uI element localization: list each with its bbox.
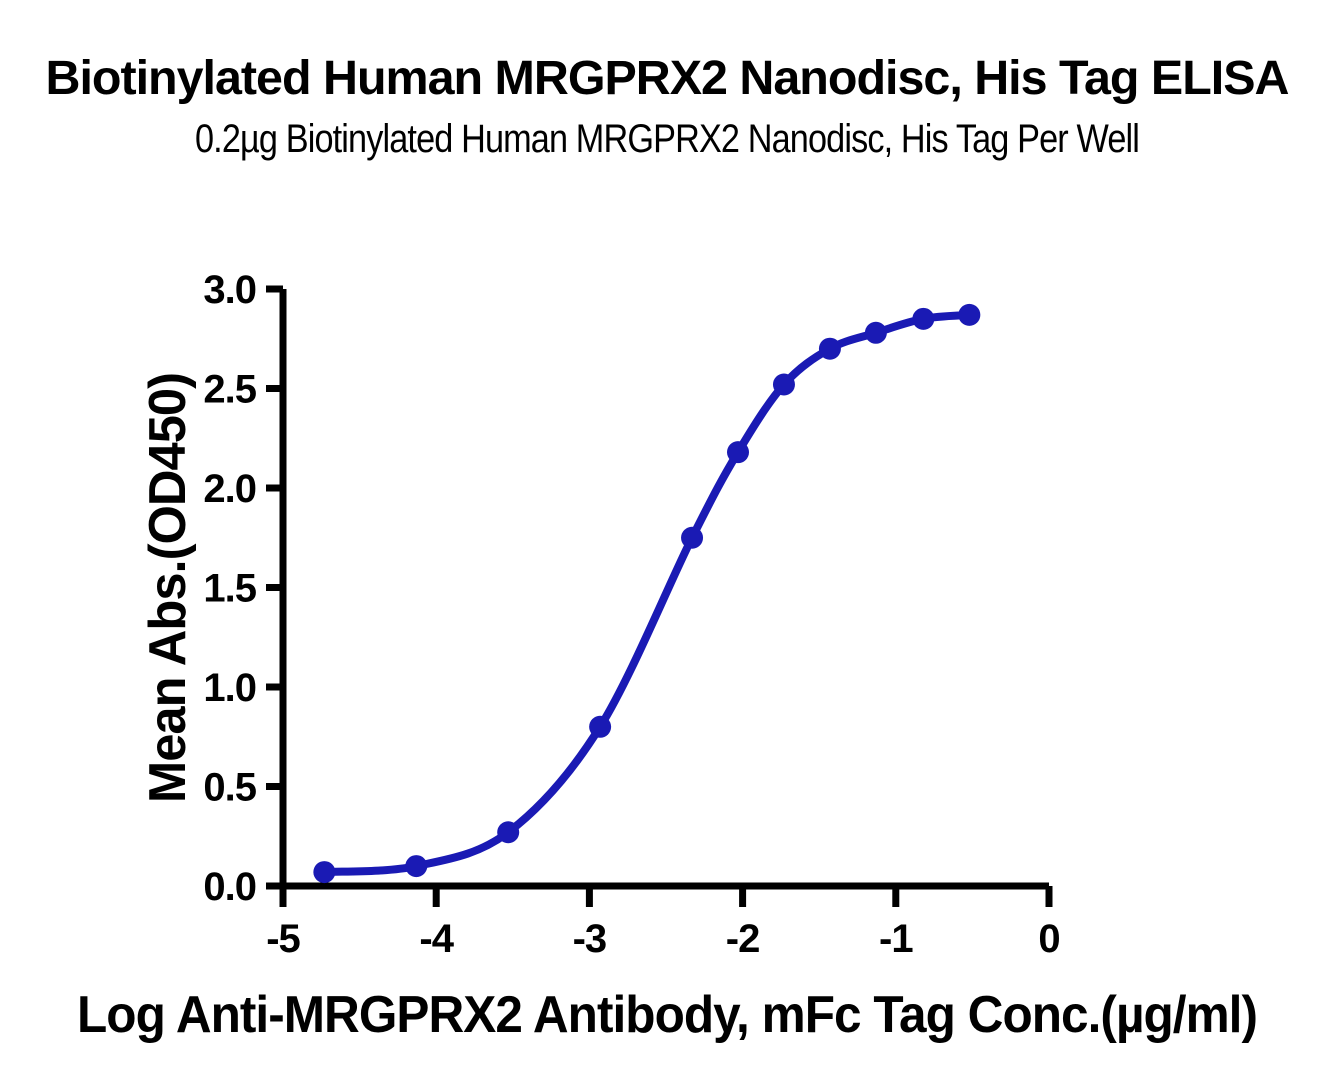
y-tick-label: 2.5 <box>203 368 256 412</box>
data-point <box>313 861 336 884</box>
y-axis-title: Mean Abs.(OD450) <box>139 373 197 803</box>
data-point <box>497 821 520 844</box>
y-tick-label: 2.0 <box>203 467 256 511</box>
x-tick-label: 0 <box>1038 917 1059 961</box>
data-point <box>681 526 704 549</box>
data-point <box>589 715 612 738</box>
y-tick-labels: 0.0 0.5 1.0 1.5 2.0 2.5 3.0 <box>203 268 257 909</box>
y-tick-label: 3.0 <box>203 268 256 312</box>
data-point <box>727 441 750 464</box>
x-tick-label: -4 <box>419 917 454 961</box>
x-tick-label: -2 <box>726 917 760 961</box>
axes <box>266 285 1053 907</box>
chart-title: Biotinylated Human MRGPRX2 Nanodisc, His… <box>46 52 1289 105</box>
data-point <box>405 855 428 878</box>
y-tick-label: 0.5 <box>203 766 256 810</box>
x-tick-label: -5 <box>266 917 300 961</box>
data-points <box>313 303 981 884</box>
y-tick-label: 0.0 <box>203 865 256 909</box>
data-point <box>772 373 795 396</box>
data-point <box>864 321 887 344</box>
x-tick-label: -3 <box>573 917 607 961</box>
x-tick-label: -1 <box>879 917 913 961</box>
y-tick-label: 1.0 <box>203 666 256 710</box>
x-tick-labels: -5 -4 -3 -2 -1 0 <box>266 917 1060 961</box>
chart-subtitle: 0.2µg Biotinylated Human MRGPRX2 Nanodis… <box>195 117 1139 161</box>
x-axis-title: Log Anti-MRGPRX2 Antibody, mFc Tag Conc.… <box>77 986 1257 1044</box>
data-point <box>818 337 841 360</box>
fitted-sigmoid-curve <box>320 310 974 877</box>
data-point <box>912 307 935 330</box>
data-point <box>958 303 981 326</box>
y-tick-label: 1.5 <box>203 567 256 611</box>
